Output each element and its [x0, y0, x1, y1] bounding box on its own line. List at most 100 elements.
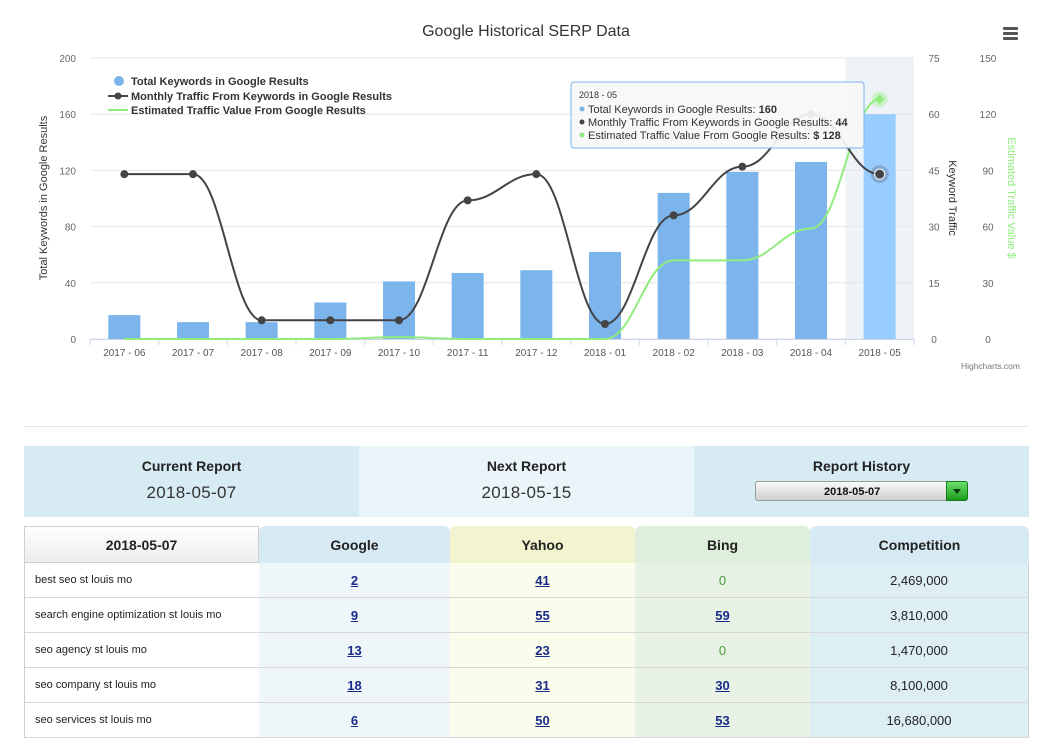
- next-report-label: Next Report: [486, 458, 567, 474]
- point-monthly-traffic: [463, 196, 472, 205]
- x-tick-label: 2017 - 09: [309, 348, 352, 359]
- tooltip-line: Monthly Traffic From Keywords in Google …: [588, 117, 849, 129]
- tooltip-line-label: Monthly Traffic From Keywords in Google …: [588, 117, 835, 129]
- keyword-cell: seo company st louis mo: [24, 668, 259, 703]
- point-monthly-traffic: [395, 316, 403, 325]
- legend-item-label: Total Keywords in Google Results: [131, 76, 309, 88]
- y-right2-tick-label: 0: [985, 335, 991, 346]
- y-left-tick-label: 120: [59, 166, 76, 177]
- y-right1-axis-title: Keyword Traffic: [946, 160, 958, 236]
- legend: Total Keywords in Google Results Monthly …: [108, 76, 392, 117]
- competition-cell: 3,810,000: [810, 598, 1029, 633]
- tooltip-bullet: [579, 132, 585, 138]
- y-right1-tick-label: 75: [928, 54, 940, 65]
- x-tick-label: 2018 - 05: [859, 348, 902, 359]
- tooltip-line-value: $ 128: [813, 130, 841, 142]
- tooltip-line-value: 160: [759, 104, 777, 116]
- report-history-panel: Report History 2018-05-07: [694, 446, 1029, 517]
- x-tick-label: 2017 - 06: [103, 348, 146, 359]
- y-right2-tick-label: 30: [982, 279, 994, 290]
- yahoo-rank-link[interactable]: 31: [535, 677, 550, 693]
- next-report-date: 2018-05-15: [481, 483, 572, 502]
- y-left-tick-label: 200: [59, 54, 76, 65]
- tooltip-line-label: Estimated Traffic Value From Google Resu…: [588, 130, 813, 142]
- report-history-label: Report History: [812, 458, 911, 474]
- point-monthly-traffic: [669, 211, 678, 220]
- report-history-value: 2018-05-07: [824, 486, 881, 498]
- bing-rank-value: 0: [718, 642, 727, 658]
- tooltip-line: Total Keywords in Google Results: 160: [588, 104, 777, 116]
- report-strip: Current Report 2018-05-07 Next Report 20…: [24, 446, 1029, 517]
- google-rank-link[interactable]: 18: [347, 677, 362, 693]
- keyword-cell: search engine optimization st louis mo: [24, 598, 259, 633]
- table-row: seo company st louis mo 18 31 30 8,100,0…: [24, 668, 1029, 703]
- x-tick-label: 2017 - 10: [378, 348, 421, 359]
- bar-total-keywords: [863, 114, 896, 339]
- credits[interactable]: Highcharts.com: [961, 361, 1020, 371]
- competition-cell: 16,680,000: [810, 703, 1029, 738]
- dropdown-arrow-icon[interactable]: [946, 481, 968, 501]
- competition-cell: 8,100,000: [810, 668, 1029, 703]
- tooltip: 2018 - 05 Total Keywords in Google Result…: [570, 81, 865, 149]
- header-yahoo: Yahoo: [450, 526, 635, 563]
- report-history-select[interactable]: 2018-05-07: [755, 481, 968, 501]
- x-tick-label: 2018 - 04: [790, 348, 833, 359]
- google-rank-link[interactable]: 9: [350, 607, 359, 623]
- bar-total-keywords: [383, 281, 415, 339]
- google-rank-link[interactable]: 13: [347, 642, 362, 658]
- yahoo-rank-link[interactable]: 55: [535, 607, 550, 623]
- competition-cell: 2,469,000: [810, 563, 1029, 598]
- point-monthly-traffic: [326, 316, 335, 325]
- plot-area: 0 40 80 120 160 200 0 15 30 45 60 75 0 30 60 90 120 150 To…: [38, 54, 1017, 359]
- y-right1-tick-label: 15: [928, 279, 940, 290]
- y-right2-tick-label: 90: [982, 166, 994, 177]
- current-report-label: Current Report: [141, 458, 242, 474]
- bing-rank-link[interactable]: 53: [715, 712, 730, 728]
- chart-title: Google Historical SERP Data: [422, 23, 630, 40]
- legend-marker-dot: [114, 92, 122, 100]
- bing-rank-value: 0: [718, 572, 727, 588]
- y-right1-tick-label: 60: [928, 110, 940, 121]
- header-competition: Competition: [810, 526, 1029, 563]
- section-divider: [24, 426, 1028, 427]
- tooltip-bullet: [579, 106, 585, 112]
- y-left-tick-label: 0: [70, 335, 76, 346]
- bing-rank-link[interactable]: 59: [715, 607, 730, 623]
- bar-total-keywords: [108, 315, 141, 339]
- point-monthly-traffic: [874, 168, 886, 180]
- bing-rank-link[interactable]: 30: [715, 677, 730, 693]
- table-row: search engine optimization st louis mo 9…: [24, 598, 1029, 633]
- yahoo-rank-link[interactable]: 41: [535, 572, 550, 588]
- google-rank-link[interactable]: 2: [350, 572, 359, 588]
- table-header-row: 2018-05-07 Google Yahoo Bing Competition: [24, 526, 1029, 563]
- point-monthly-traffic: [738, 162, 747, 171]
- x-tick-label: 2017 - 12: [515, 348, 558, 359]
- current-report-panel: Current Report 2018-05-07: [24, 446, 359, 517]
- y-right2-tick-label: 60: [982, 223, 994, 234]
- yahoo-rank-link[interactable]: 23: [535, 642, 550, 658]
- menu-icon-bar: [1003, 27, 1018, 30]
- chart-menu-button[interactable]: [998, 22, 1024, 46]
- bar-total-keywords: [245, 322, 278, 339]
- header-google: Google: [259, 526, 450, 563]
- keyword-cell: seo agency st louis mo: [24, 633, 259, 668]
- header-bing: Bing: [635, 526, 810, 563]
- y-right1-tick-label: 45: [928, 166, 940, 177]
- bar-total-keywords: [795, 161, 827, 339]
- tooltip-line: Estimated Traffic Value From Google Resu…: [588, 130, 841, 142]
- x-tick-label: 2018 - 01: [584, 348, 627, 359]
- keyword-cell: best seo st louis mo: [24, 563, 259, 598]
- tooltip-line-label: Total Keywords in Google Results:: [588, 104, 759, 116]
- competition-cell: 1,470,000: [810, 633, 1029, 668]
- legend-item-label: Monthly Traffic From Keywords in Google …: [131, 91, 392, 103]
- y-left-tick-label: 160: [59, 110, 76, 121]
- y-right1-tick-label: 0: [931, 335, 937, 346]
- google-rank-link[interactable]: 6: [350, 712, 359, 728]
- y-left-tick-label: 40: [65, 279, 77, 290]
- point-monthly-traffic: [532, 170, 541, 179]
- legend-item-label: Estimated Traffic Value From Google Resu…: [131, 105, 366, 117]
- point-monthly-traffic: [120, 170, 129, 179]
- yahoo-rank-link[interactable]: 50: [535, 712, 550, 728]
- y-left-axis-title: Total Keywords in Google Results: [38, 115, 50, 280]
- tooltip-bullet: [579, 119, 585, 125]
